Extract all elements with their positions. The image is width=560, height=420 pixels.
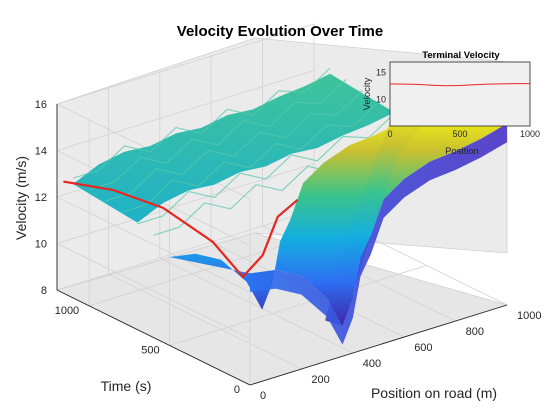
position-tick-label: 200 (311, 374, 329, 386)
grid-line-velocity (56, 163, 315, 244)
inset-x-tick-label: 500 (452, 129, 467, 139)
surface-wave-line (72, 67, 331, 179)
inset-background (389, 61, 531, 127)
surface-ridge (73, 73, 395, 223)
position-tick-label: 1000 (517, 310, 541, 322)
inset-x-tick-label: 1000 (520, 129, 540, 139)
position-axis-label: Position on road (m) (371, 385, 497, 401)
position-tick-label: 800 (466, 326, 484, 338)
time-axis-label: Time (s) (101, 378, 152, 394)
surface-wave-line (137, 113, 395, 225)
inset-xlabel: Position (445, 146, 479, 157)
position-axis-line (249, 304, 508, 386)
inset-ticks: 0 500 1000 10 15 (376, 68, 540, 139)
grid-line-velocity (56, 209, 315, 291)
velocity-surface (63, 67, 508, 345)
time-axis-ticks: 0 500 1000 (55, 305, 240, 396)
grid-line-velocity (56, 23, 315, 105)
time-tick-label: 500 (141, 344, 159, 356)
inset-y-tick-label: 15 (376, 68, 386, 78)
position-tick-label: 0 (260, 390, 266, 402)
surface-wave-line (121, 101, 379, 213)
position-tick-label: 600 (414, 342, 432, 354)
chart-title: Velocity Evolution Over Time (177, 23, 383, 40)
velocity-tick-label: 12 (35, 192, 47, 204)
surface-front-sheet (169, 107, 508, 326)
time-tick-label: 0 (234, 384, 240, 396)
surface-wave-line (105, 90, 363, 202)
inset-x-tick-label: 0 (387, 129, 392, 139)
velocity-axis-ticks: 8 10 12 14 16 (35, 99, 47, 297)
surface-trough (325, 98, 443, 326)
surface-wave-line (89, 78, 347, 191)
inset-velocity-line (389, 83, 530, 87)
velocity-tick-label: 16 (35, 99, 47, 111)
time-axis-line (56, 289, 251, 386)
inset-title: Terminal Velocity (422, 50, 500, 61)
velocity-axis-label: Velocity (m/s) (13, 156, 29, 240)
velocity-tick-label: 10 (35, 239, 47, 251)
grid-line-time (169, 265, 427, 346)
velocity-tick-label: 14 (35, 146, 47, 158)
surface-front-edge (250, 123, 507, 345)
surface-initial-velocity-line (63, 180, 299, 279)
velocity-tick-label: 8 (41, 285, 47, 297)
grid-line-velocity (56, 70, 315, 151)
position-tick-label: 400 (363, 358, 381, 370)
inset-y-tick-label: 10 (376, 94, 386, 104)
position-axis-ticks: 0 200 400 600 800 1000 (260, 310, 541, 402)
terminal-velocity-inset: Terminal Velocity Velocity Position 0 500… (362, 50, 540, 157)
inset-ylabel: Velocity (362, 77, 373, 110)
time-tick-label: 1000 (55, 305, 79, 317)
